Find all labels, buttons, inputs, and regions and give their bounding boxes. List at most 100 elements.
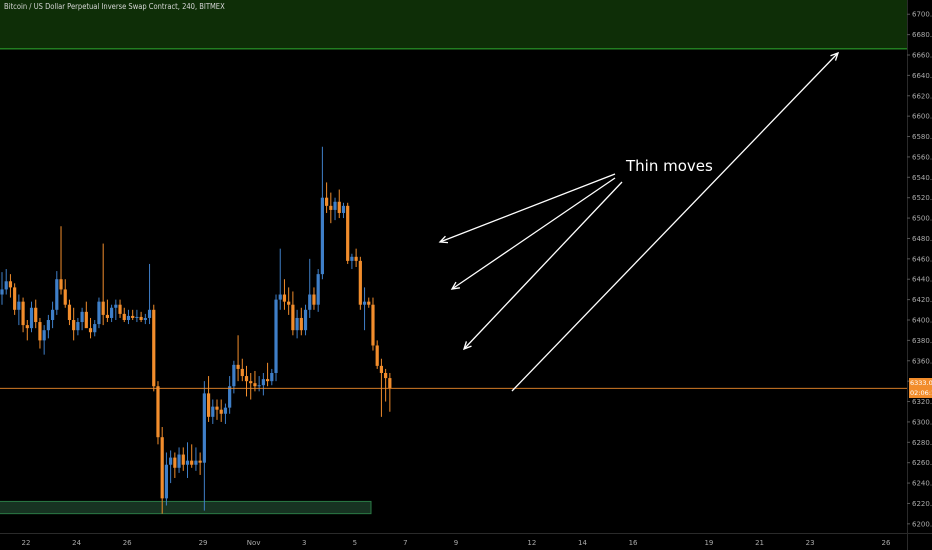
candle-body: [190, 460, 194, 465]
time-tick-label: 29: [199, 539, 208, 547]
candle-body: [185, 460, 190, 465]
time-tick-label: 23: [806, 539, 815, 547]
candle-body: [139, 316, 143, 320]
candle-body: [211, 406, 215, 417]
price-tick-label: 6680.0: [912, 31, 932, 39]
candle-body: [358, 260, 362, 305]
time-tick-label: 7: [403, 539, 407, 547]
candle-body: [282, 294, 287, 302]
candle-body: [8, 281, 13, 288]
candle-body: [164, 464, 169, 499]
bar-countdown-tag: 02:06:17: [909, 388, 932, 399]
candle-body: [198, 460, 202, 463]
resistance-zone: [0, 0, 907, 49]
time-tick-label: 5: [353, 539, 357, 547]
candle-body: [270, 373, 274, 382]
candle-body: [346, 205, 350, 261]
candle-body: [287, 301, 291, 305]
price-tick-label: 6200.0: [912, 520, 932, 528]
arrow-line: [451, 177, 616, 290]
candle-body: [169, 457, 173, 465]
time-axis[interactable]: 22242629Nov3579121416192123262: [22, 539, 932, 547]
candle-body: [0, 289, 4, 295]
candle-body: [34, 307, 38, 323]
candle-body: [295, 317, 299, 331]
candle-body: [236, 364, 240, 369]
candle-body: [325, 197, 329, 206]
candle-body: [177, 454, 181, 468]
candle-body: [228, 386, 232, 408]
candle-body: [219, 409, 223, 414]
candle-body: [105, 314, 109, 318]
candle-body: [367, 301, 371, 305]
candle-body: [131, 315, 135, 318]
candle-body: [101, 301, 105, 315]
candle-body: [110, 307, 114, 318]
arrow-head: [450, 281, 461, 290]
candle-body: [371, 304, 375, 346]
chart-title: Bitcoin / US Dollar Perpetual Inverse Sw…: [4, 2, 225, 11]
candle-body: [253, 383, 257, 387]
price-tick-label: 6400.0: [912, 317, 932, 325]
annotation-arrows: [438, 51, 840, 392]
candle-body: [278, 294, 282, 300]
arrow-head: [438, 235, 449, 244]
price-tick-label: 6700.0: [912, 11, 932, 19]
candle-body: [80, 311, 84, 323]
candle-body: [274, 299, 278, 373]
arrow-line: [511, 52, 839, 392]
candle-body: [114, 304, 118, 308]
candle-body: [388, 378, 392, 389]
arrow-head: [830, 51, 840, 61]
time-tick-label: 16: [629, 539, 638, 547]
candle-body: [17, 301, 21, 310]
time-tick-label: 24: [72, 539, 81, 547]
candle-body: [261, 379, 265, 386]
candle-body: [21, 301, 25, 326]
candle-body: [354, 256, 358, 261]
candle-body: [25, 325, 29, 329]
candle-body: [312, 294, 316, 305]
candle-body: [135, 316, 139, 318]
candle-body: [88, 328, 93, 333]
time-tick-label: 12: [527, 539, 536, 547]
candle-body: [72, 320, 76, 331]
candle-body: [181, 454, 185, 465]
candle-body: [13, 287, 17, 310]
thin-moves-annotation: Thin moves: [626, 157, 713, 175]
candle-body: [118, 304, 122, 314]
candle-body: [240, 368, 244, 377]
time-tick-label: 26: [882, 539, 891, 547]
candle-body: [265, 379, 270, 382]
candle-body: [232, 364, 236, 387]
price-tick-label: 6240.0: [912, 480, 932, 488]
time-tick-label: 19: [704, 539, 713, 547]
candle-body: [206, 393, 211, 417]
candle-body: [126, 315, 131, 320]
candle-body: [55, 279, 59, 310]
price-tick-label: 6600.0: [912, 113, 932, 121]
candle-body: [46, 320, 50, 331]
candle-body: [379, 365, 384, 373]
price-tick-label: 6540.0: [912, 174, 932, 182]
candle-body: [143, 317, 147, 320]
candle-body: [67, 304, 72, 320]
time-tick-label: 3: [302, 539, 306, 547]
price-tick-label: 6280.0: [912, 439, 932, 447]
candle-body: [76, 322, 80, 331]
candle-body: [384, 373, 388, 379]
candle-body: [303, 309, 308, 331]
candles-group: [0, 146, 392, 514]
candle-body: [122, 313, 126, 320]
time-tick-label: 21: [755, 539, 764, 547]
candle-body: [341, 205, 346, 213]
candle-body: [4, 281, 8, 290]
arrow-line: [463, 181, 623, 350]
price-tick-label: 6660.0: [912, 52, 932, 60]
time-tick-label: 9: [454, 539, 458, 547]
price-tick-label: 6380.0: [912, 337, 932, 345]
price-tick-label: 6360.0: [912, 357, 932, 365]
price-tick-label: 6500.0: [912, 215, 932, 223]
